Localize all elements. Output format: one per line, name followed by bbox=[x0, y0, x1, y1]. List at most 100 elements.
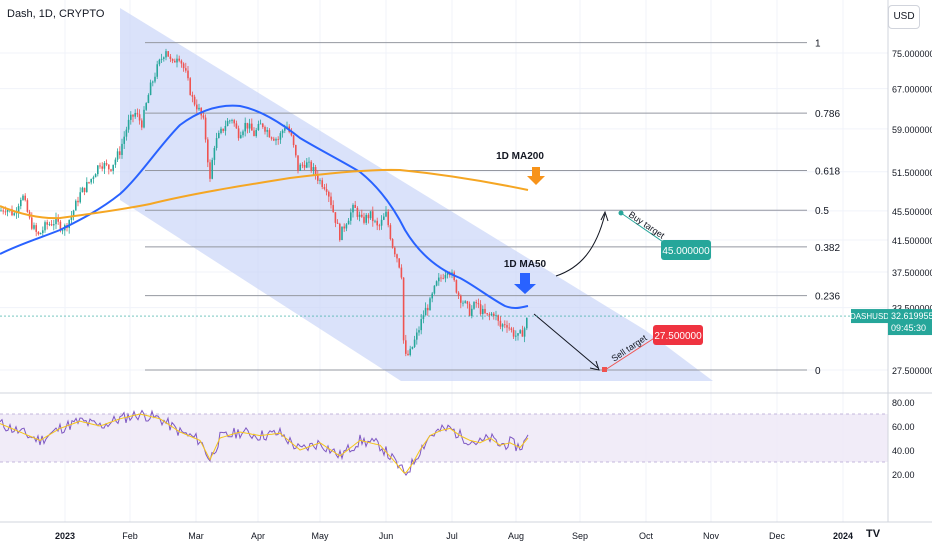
candle bbox=[35, 222, 37, 237]
candle-body bbox=[202, 115, 205, 118]
candle-body bbox=[464, 301, 466, 303]
candle-body bbox=[255, 129, 257, 137]
candle bbox=[367, 213, 370, 224]
candle-body bbox=[422, 315, 425, 320]
candle bbox=[237, 125, 240, 141]
candle-body bbox=[185, 68, 187, 71]
candle bbox=[380, 215, 383, 230]
candle-body bbox=[125, 129, 128, 137]
candle bbox=[17, 203, 20, 218]
fib-label-1: 1 bbox=[815, 39, 821, 50]
candle bbox=[99, 162, 101, 169]
candle-body bbox=[277, 139, 279, 140]
candle bbox=[398, 258, 400, 269]
candle bbox=[44, 220, 46, 233]
candle bbox=[264, 125, 266, 135]
candle bbox=[501, 323, 504, 332]
candle bbox=[394, 246, 396, 258]
candle-body bbox=[149, 82, 152, 96]
candle-body bbox=[259, 123, 262, 125]
candle-body bbox=[121, 143, 123, 155]
candle bbox=[345, 222, 348, 232]
candle-body bbox=[317, 175, 319, 181]
candle bbox=[358, 211, 361, 222]
candle-body bbox=[521, 330, 524, 337]
candle-body bbox=[108, 164, 110, 170]
ma50-line bbox=[0, 104, 529, 310]
candle-body bbox=[0, 210, 2, 212]
sell-target-value: 27.500000 bbox=[654, 331, 702, 342]
candle bbox=[255, 127, 257, 138]
candle bbox=[523, 326, 526, 343]
candle-body bbox=[444, 274, 447, 279]
candle bbox=[233, 118, 235, 127]
candle bbox=[147, 93, 150, 104]
candle bbox=[163, 56, 165, 62]
candle-body bbox=[484, 308, 486, 314]
candle bbox=[176, 54, 178, 68]
candle-body bbox=[378, 225, 381, 227]
candle bbox=[180, 59, 183, 68]
candle-body bbox=[42, 230, 44, 234]
candle bbox=[171, 58, 174, 64]
candle bbox=[431, 291, 433, 303]
candle-body bbox=[187, 70, 189, 79]
candle-body bbox=[213, 147, 216, 160]
candle bbox=[101, 162, 103, 172]
candle-body bbox=[262, 123, 264, 127]
candle-body bbox=[31, 217, 33, 229]
candle bbox=[378, 223, 381, 231]
candle bbox=[39, 232, 42, 235]
candle-body bbox=[517, 333, 519, 336]
candle-body bbox=[15, 212, 18, 214]
candle bbox=[292, 134, 295, 148]
candle-body bbox=[523, 328, 526, 337]
candle bbox=[314, 164, 317, 180]
candle bbox=[2, 207, 4, 215]
candle-body bbox=[350, 212, 352, 221]
candle-body bbox=[334, 212, 337, 223]
candle-body bbox=[308, 161, 310, 163]
candle bbox=[114, 157, 117, 168]
candle-body bbox=[328, 191, 330, 197]
candle bbox=[20, 197, 22, 210]
candle bbox=[352, 203, 354, 218]
sell-target-badge bbox=[653, 325, 703, 345]
symbol-badge bbox=[851, 309, 888, 324]
candle-body bbox=[477, 303, 480, 305]
candle-body bbox=[50, 224, 53, 226]
candle-body bbox=[431, 293, 433, 299]
candle-body bbox=[253, 130, 255, 137]
candle bbox=[72, 209, 75, 221]
buy-target-value: 45.000000 bbox=[662, 246, 710, 257]
candle bbox=[262, 122, 264, 129]
candle-body bbox=[53, 224, 55, 226]
price-tick-5: 41.500000 bbox=[892, 236, 932, 246]
candle bbox=[339, 222, 341, 242]
candle bbox=[152, 80, 154, 87]
ma200-arrow-icon bbox=[527, 167, 545, 185]
price-tick-0: 75.000000 bbox=[892, 49, 932, 59]
candle-body bbox=[512, 329, 515, 337]
candle bbox=[440, 274, 442, 282]
candle-body bbox=[389, 225, 392, 240]
candle bbox=[22, 194, 24, 201]
currency-button[interactable]: USD bbox=[888, 5, 920, 29]
price-tick-4: 45.500000 bbox=[892, 207, 932, 217]
candle-body bbox=[222, 128, 224, 131]
candle bbox=[347, 217, 350, 225]
candle-body bbox=[387, 211, 389, 226]
candle bbox=[207, 137, 209, 168]
candle-body bbox=[312, 167, 315, 171]
candle-body bbox=[246, 122, 249, 129]
candle-body bbox=[2, 210, 4, 212]
candle bbox=[121, 138, 123, 159]
candle bbox=[506, 320, 508, 333]
candle bbox=[490, 312, 493, 317]
time-tick-4: May bbox=[311, 531, 329, 541]
fib-label-0.5: 0.5 bbox=[815, 206, 829, 217]
candle-body bbox=[438, 277, 440, 282]
ma50-label: 1D MA50 bbox=[504, 259, 547, 270]
buy-target-dot bbox=[618, 210, 624, 216]
